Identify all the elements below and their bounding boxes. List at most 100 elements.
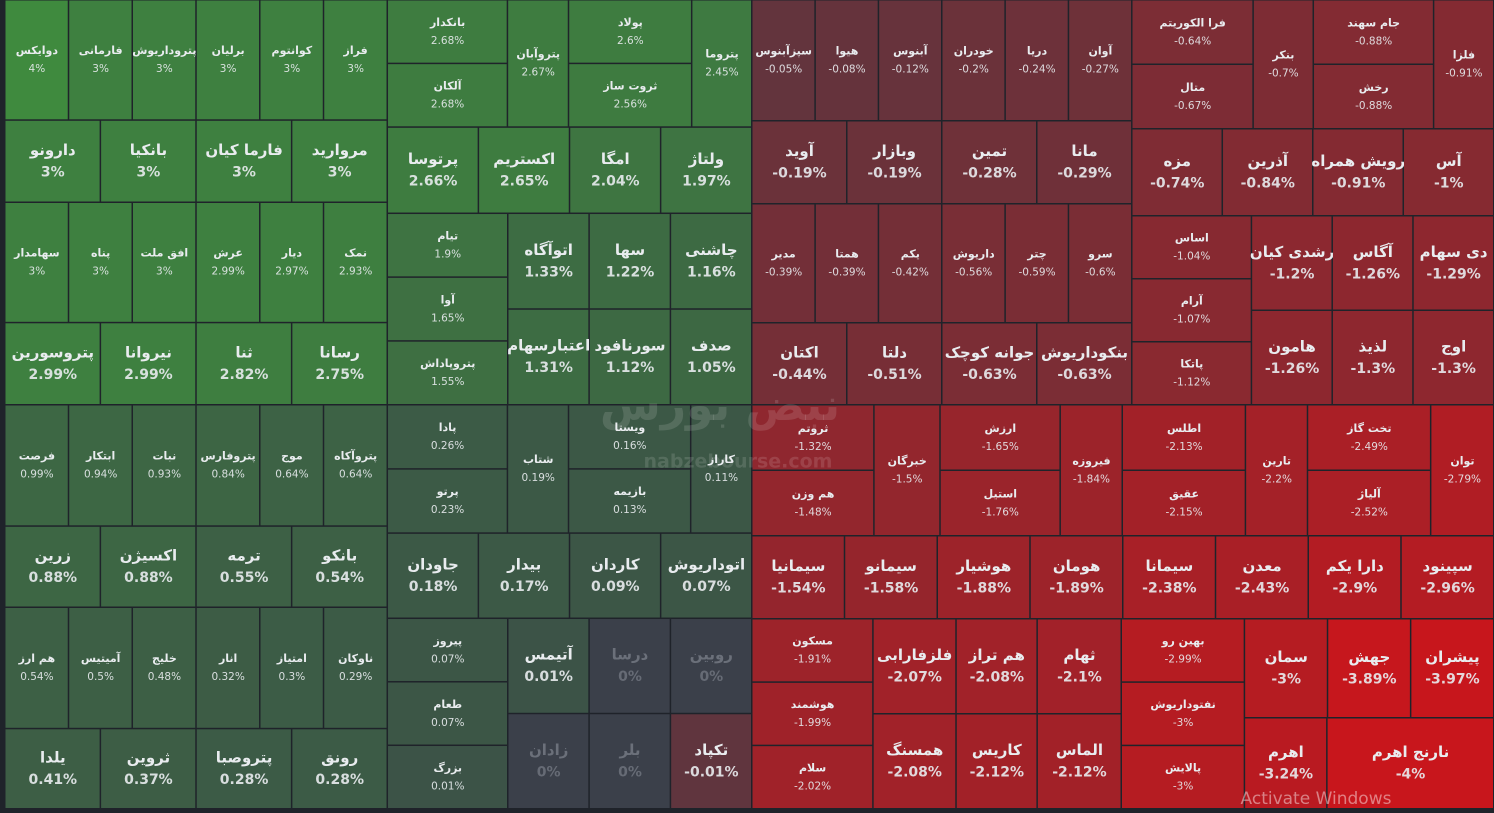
- tile-rect: [388, 277, 508, 341]
- tile-rect: [1246, 405, 1307, 535]
- tile-value: 2.99%: [211, 266, 244, 278]
- tile-value: 1.97%: [682, 173, 731, 189]
- tile-rect: [260, 0, 323, 120]
- tile-rect: [692, 0, 752, 127]
- tile: فارما کیان 3%: [196, 120, 291, 202]
- tile: اتوآگاه 1.33%: [508, 214, 589, 309]
- tile-value: 0.23%: [431, 504, 464, 516]
- tile: بانکیا 3%: [101, 120, 196, 202]
- tile-name: بهین رو: [1161, 635, 1205, 648]
- tile-value: 2.6%: [617, 35, 644, 47]
- tile-name: چاشنی: [685, 241, 738, 260]
- tile-value: 0.48%: [148, 671, 181, 683]
- tile-name: زادان: [529, 741, 568, 759]
- tile-rect: [1132, 216, 1251, 278]
- tile-rect: [752, 0, 815, 120]
- tile-name: سورنافود: [595, 337, 666, 355]
- tile-name: دارا یکم: [1326, 557, 1384, 575]
- tile-rect: [260, 608, 323, 728]
- tile-name: موج: [281, 450, 303, 464]
- tile-rect: [388, 533, 478, 618]
- tile-name: ثنا: [235, 343, 252, 361]
- tile: امتیاز 0.3%: [260, 608, 323, 728]
- tile-name: آس: [1436, 152, 1463, 170]
- tile-name: اکسیژن: [120, 546, 177, 564]
- tile-name: سمان: [1265, 648, 1308, 666]
- tile: هوشمند -1.99%: [752, 682, 873, 745]
- tile: کوانتوم 3%: [260, 0, 323, 120]
- tile-value: 2.82%: [220, 367, 269, 383]
- tile-rect: [847, 121, 942, 203]
- tile-name: ویستا: [614, 421, 645, 434]
- tile-name: پتروآکاه: [334, 449, 377, 463]
- tile: دیار 2.97%: [260, 203, 323, 322]
- tile-name: نارنج اهرم: [1372, 743, 1449, 761]
- tile-value: 0%: [618, 764, 642, 780]
- tile-rect: [324, 608, 387, 728]
- tile-rect: [1123, 405, 1245, 470]
- tile-name: آتیمس: [525, 646, 574, 664]
- tile-rect: [1328, 619, 1410, 717]
- tile-name: انار: [218, 652, 237, 665]
- tile-value: 0.54%: [315, 570, 364, 586]
- tile-value: -1.07%: [1173, 314, 1210, 326]
- tile: شتاب 0.19%: [508, 405, 568, 533]
- tile-value: -0.63%: [1057, 367, 1111, 383]
- tile: جام سهند -0.88%: [1314, 0, 1433, 64]
- tile: آتیمس 0.01%: [508, 619, 589, 713]
- tile-value: -2.02%: [794, 780, 831, 792]
- tile-name: اتوداریوش: [668, 555, 745, 573]
- tile-rect: [1309, 536, 1401, 618]
- tile: رخش -0.88%: [1314, 65, 1433, 128]
- tile: توان -2.79%: [1431, 405, 1493, 535]
- tile-rect: [508, 405, 568, 533]
- tile: داریوش -0.56%: [942, 204, 1005, 322]
- tile-name: فراز: [343, 44, 368, 57]
- tile-name: چتر: [1026, 248, 1046, 261]
- tile-value: 0.19%: [522, 472, 555, 484]
- tile-rect: [1005, 204, 1068, 322]
- tile-name: پیشران: [1425, 648, 1479, 667]
- tile-name: پتروما: [705, 48, 738, 61]
- tile: افق ملت 3%: [133, 203, 196, 322]
- tile-rect: [752, 746, 873, 808]
- tile-rect: [388, 0, 507, 63]
- tile: مانا -0.29%: [1037, 121, 1132, 203]
- tile-rect: [1037, 121, 1132, 203]
- tile-name: هم وزن: [792, 487, 835, 500]
- tile-rect: [196, 405, 260, 526]
- tile-name: الماس: [1056, 741, 1103, 759]
- tile: پرتو 0.23%: [388, 469, 507, 533]
- tile-name: روبین: [690, 646, 733, 664]
- tile-value: 0.13%: [613, 504, 646, 516]
- tile-name: هومان: [1053, 557, 1101, 575]
- tile-value: -3%: [1173, 780, 1193, 792]
- tile-name: اتوآگاه: [524, 241, 573, 259]
- tile-name: دلتا: [882, 344, 907, 362]
- tile-value: 3%: [156, 63, 173, 75]
- tile: آذرین -0.84%: [1223, 129, 1313, 215]
- tile-value: -0.91%: [1331, 176, 1385, 192]
- tile-name: داریوش: [953, 248, 995, 261]
- tile-value: 0.28%: [220, 772, 269, 788]
- tile-rect: [101, 120, 196, 202]
- tile: آوا 1.65%: [388, 277, 508, 341]
- tile-value: -1.29%: [1426, 266, 1480, 282]
- tile-name: نیروانا: [125, 343, 172, 361]
- tile-rect: [1245, 619, 1327, 717]
- tile-value: 1.22%: [606, 264, 655, 280]
- tile: تیام 1.9%: [388, 214, 508, 277]
- tile-name: فرصت: [19, 450, 55, 463]
- tile-name: رخش: [1359, 81, 1389, 94]
- tile-value: -1.04%: [1173, 251, 1210, 263]
- tile-value: 0.94%: [84, 469, 117, 481]
- tile-value: -4%: [1396, 767, 1426, 783]
- tile: برلیان 3%: [196, 0, 260, 120]
- tile-value: -1.89%: [1049, 581, 1103, 597]
- tile-value: 0.54%: [20, 671, 53, 683]
- tile-name: اوج: [1441, 337, 1466, 355]
- tile-name: ولتاژ: [688, 150, 724, 168]
- tile: آگاس -1.26%: [1332, 216, 1413, 310]
- tile-rect: [1123, 536, 1215, 618]
